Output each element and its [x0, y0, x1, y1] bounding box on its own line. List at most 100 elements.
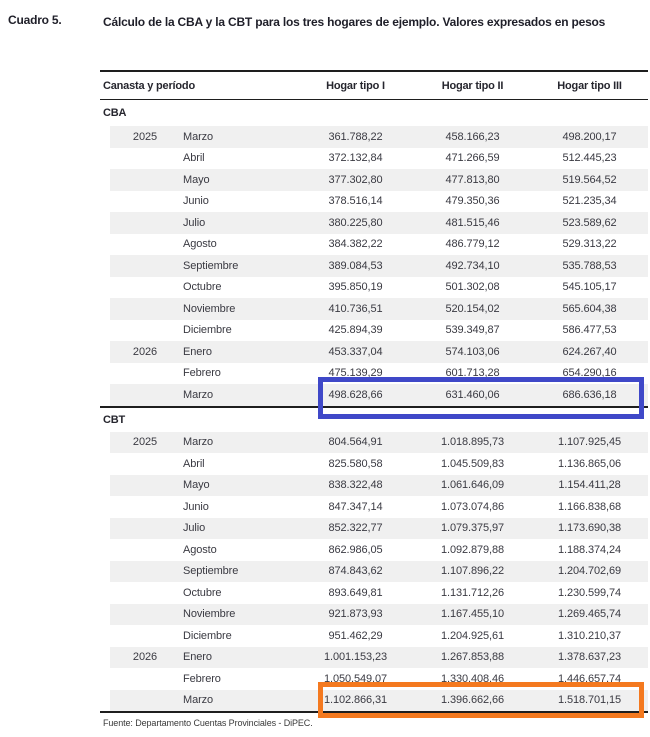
cell-year: 2025 [132, 436, 157, 449]
cell-value-1: 1.102.866,31 [323, 694, 388, 707]
cell-value-1: 838.322,48 [328, 479, 383, 492]
cell-month: Julio [183, 216, 206, 229]
cell-value-3: 535.788,53 [562, 259, 617, 272]
document-label: Cuadro 5. [8, 13, 62, 27]
cell-value-1: 847.347,14 [328, 500, 383, 513]
table-row: Noviembre 921.873,93 1.167.455,10 1.269.… [100, 603, 648, 625]
cell-value-2: 1.061.646,09 [440, 479, 505, 492]
cell-value-3: 1.188.374,24 [557, 543, 622, 556]
table-row: Julio 852.322,77 1.079.375,97 1.173.690,… [100, 517, 648, 539]
column-header-hogar-2: Hogar tipo II [441, 79, 504, 92]
column-header-hogar-3: Hogar tipo III [557, 79, 622, 92]
table-row: 2026 Enero 453.337,04 574.103,06 624.267… [100, 341, 648, 363]
cell-value-3: 512.445,23 [562, 152, 617, 165]
table-row: Septiembre 874.843,62 1.107.896,22 1.204… [100, 560, 648, 582]
cell-value-3: 529.313,22 [562, 238, 617, 251]
cell-month: Mayo [183, 173, 210, 186]
cell-value-2: 481.515,46 [445, 216, 500, 229]
cell-value-2: 631.460,06 [445, 388, 500, 401]
table-row: Junio 847.347,14 1.073.074,86 1.166.838,… [100, 496, 648, 518]
cell-month: Febrero [183, 672, 221, 685]
cell-value-3: 1.136.865,06 [557, 457, 622, 470]
table-row: Agosto 384.382,22 486.779,12 529.313,22 [100, 234, 648, 256]
table-row: 2026 Enero 1.001.153,23 1.267.853,88 1.3… [100, 646, 648, 668]
cell-value-3: 586.477,53 [562, 324, 617, 337]
table-row: Mayo 377.302,80 477.813,80 519.564,52 [100, 169, 648, 191]
cell-value-3: 1.204.702,69 [557, 565, 622, 578]
table-row: Agosto 862.986,05 1.092.879,88 1.188.374… [100, 539, 648, 561]
cell-value-1: 395.850,19 [328, 281, 383, 294]
cell-value-3: 1.230.599,74 [557, 586, 622, 599]
cell-month: Marzo [183, 130, 214, 143]
table-row: Febrero 475.139,29 601.713,28 654.290,16 [100, 363, 648, 385]
table-row: Septiembre 389.084,53 492.734,10 535.788… [100, 255, 648, 277]
section-rows: 2025 Marzo 361.788,22 458.166,23 498.200… [100, 126, 648, 406]
cell-value-1: 372.132,84 [328, 152, 383, 165]
cell-value-2: 1.167.455,10 [440, 608, 505, 621]
cell-month: Octubre [183, 586, 222, 599]
cell-month: Junio [183, 500, 209, 513]
cell-value-1: 361.788,22 [328, 130, 383, 143]
cell-value-3: 654.290,16 [562, 367, 617, 380]
cell-value-3: 686.636,18 [562, 388, 617, 401]
cell-value-2: 501.302,08 [445, 281, 500, 294]
cell-value-1: 825.580,58 [328, 457, 383, 470]
cell-value-3: 1.446.657,74 [557, 672, 622, 685]
cell-value-1: 475.139,29 [328, 367, 383, 380]
cell-value-2: 477.813,80 [445, 173, 500, 186]
highlight-box-cbt-marzo-2026 [318, 682, 644, 718]
cell-value-1: 921.873,93 [328, 608, 383, 621]
cell-value-3: 545.105,17 [562, 281, 617, 294]
cell-value-2: 1.330.408,46 [440, 672, 505, 685]
cell-month: Mayo [183, 479, 210, 492]
table-section: CBT 2025 Marzo 804.564,91 1.018.895,73 1… [100, 405, 648, 711]
column-header-canasta: Canasta y período [103, 79, 195, 92]
cell-value-2: 1.079.375,97 [440, 522, 505, 535]
table-row: 2025 Marzo 361.788,22 458.166,23 498.200… [100, 126, 648, 148]
table-row: Mayo 838.322,48 1.061.646,09 1.154.411,2… [100, 474, 648, 496]
cell-value-3: 1.166.838,68 [557, 500, 622, 513]
table-row: 2025 Marzo 804.564,91 1.018.895,73 1.107… [100, 431, 648, 453]
cell-month: Febrero [183, 367, 221, 380]
cell-value-3: 1.173.690,38 [557, 522, 622, 535]
table-row: Abril 372.132,84 471.266,59 512.445,23 [100, 148, 648, 170]
cell-value-2: 458.166,23 [445, 130, 500, 143]
cell-month: Noviembre [183, 608, 236, 621]
cell-value-2: 1.018.895,73 [440, 436, 505, 449]
cell-value-1: 874.843,62 [328, 565, 383, 578]
table-row: Marzo 1.102.866,31 1.396.662,66 1.518.70… [100, 689, 648, 711]
cell-value-3: 523.589,62 [562, 216, 617, 229]
section-rows: 2025 Marzo 804.564,91 1.018.895,73 1.107… [100, 431, 648, 711]
cell-value-3: 519.564,52 [562, 173, 617, 186]
section-label: CBA [103, 107, 127, 119]
section-label: CBT [100, 405, 648, 432]
cell-value-2: 539.349,87 [445, 324, 500, 337]
cell-month: Abril [183, 457, 205, 470]
cell-value-2: 1.267.853,88 [440, 651, 505, 664]
table-row: Octubre 893.649,81 1.131.712,26 1.230.59… [100, 582, 648, 604]
table-sections: CBA 2025 Marzo 361.788,22 458.166,23 498… [100, 100, 648, 713]
cell-value-1: 384.382,22 [328, 238, 383, 251]
cell-month: Noviembre [183, 302, 236, 315]
cell-value-1: 1.001.153,23 [323, 651, 388, 664]
cell-value-2: 520.154,02 [445, 302, 500, 315]
cell-value-3: 1.518.701,15 [557, 694, 622, 707]
cell-value-2: 471.266,59 [445, 152, 500, 165]
table-row: Febrero 1.050.549,07 1.330.408,46 1.446.… [100, 668, 648, 690]
table-row: Abril 825.580,58 1.045.509,83 1.136.865,… [100, 453, 648, 475]
cell-value-2: 1.092.879,88 [440, 543, 505, 556]
cell-month: Abril [183, 152, 205, 165]
cell-value-2: 1.045.509,83 [440, 457, 505, 470]
cell-value-2: 601.713,28 [445, 367, 500, 380]
cell-value-1: 378.516,14 [328, 195, 383, 208]
cell-month: Agosto [183, 543, 217, 556]
cell-month: Octubre [183, 281, 222, 294]
cell-month: Agosto [183, 238, 217, 251]
cell-value-3: 565.604,38 [562, 302, 617, 315]
cell-value-2: 1.131.712,26 [440, 586, 505, 599]
cell-value-2: 1.204.925,61 [440, 629, 505, 642]
cell-value-2: 1.073.074,86 [440, 500, 505, 513]
column-header-hogar-1: Hogar tipo I [326, 79, 385, 92]
cell-value-1: 862.986,05 [328, 543, 383, 556]
